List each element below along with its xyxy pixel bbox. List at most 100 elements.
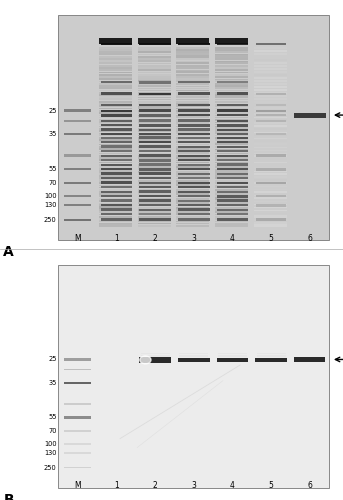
Bar bbox=[178, 82, 210, 84]
Bar bbox=[176, 148, 209, 150]
Text: A: A bbox=[3, 245, 14, 259]
Bar bbox=[215, 134, 248, 136]
Bar bbox=[215, 67, 248, 69]
Bar bbox=[215, 155, 248, 156]
Bar bbox=[215, 168, 248, 170]
Bar bbox=[215, 114, 248, 116]
Bar bbox=[100, 104, 132, 106]
Bar bbox=[138, 150, 170, 152]
Bar bbox=[215, 144, 248, 146]
Text: 35: 35 bbox=[48, 380, 57, 386]
Text: 250: 250 bbox=[44, 464, 57, 470]
Bar bbox=[218, 352, 247, 354]
Bar bbox=[215, 166, 248, 168]
Bar bbox=[215, 104, 248, 105]
Bar bbox=[100, 92, 132, 95]
Bar bbox=[99, 193, 132, 195]
Bar bbox=[138, 211, 170, 213]
Bar bbox=[176, 123, 209, 125]
Bar bbox=[254, 122, 287, 124]
Bar bbox=[176, 204, 209, 206]
Bar bbox=[178, 182, 210, 184]
Bar bbox=[138, 72, 170, 74]
Bar bbox=[178, 204, 210, 206]
Bar bbox=[178, 195, 210, 198]
Bar bbox=[176, 224, 209, 226]
Bar bbox=[141, 356, 169, 358]
Bar bbox=[217, 204, 248, 206]
Bar bbox=[215, 216, 248, 218]
Bar bbox=[176, 104, 209, 105]
Bar bbox=[176, 206, 209, 208]
Bar bbox=[215, 90, 248, 92]
Bar bbox=[139, 146, 171, 148]
Bar bbox=[217, 208, 248, 211]
Text: 70: 70 bbox=[48, 428, 57, 434]
Bar bbox=[256, 92, 286, 94]
Bar bbox=[218, 358, 247, 360]
Bar bbox=[176, 172, 209, 175]
Bar bbox=[138, 198, 170, 200]
Bar bbox=[99, 186, 132, 188]
Bar bbox=[176, 88, 209, 89]
Bar bbox=[215, 170, 248, 172]
Bar bbox=[138, 126, 170, 128]
Bar bbox=[256, 104, 286, 106]
Bar bbox=[215, 164, 248, 166]
Text: 250: 250 bbox=[44, 217, 57, 223]
Bar bbox=[254, 198, 287, 200]
Bar bbox=[99, 189, 132, 190]
Bar bbox=[99, 83, 132, 84]
Bar bbox=[215, 222, 248, 224]
Bar bbox=[138, 144, 170, 146]
Bar bbox=[178, 92, 210, 95]
Bar bbox=[178, 200, 210, 202]
Bar bbox=[64, 430, 91, 432]
Bar bbox=[139, 124, 171, 126]
Bar bbox=[100, 164, 132, 166]
Bar bbox=[138, 78, 170, 80]
Bar bbox=[215, 224, 248, 226]
Bar bbox=[178, 172, 210, 174]
Bar bbox=[139, 204, 171, 206]
Bar bbox=[257, 356, 286, 358]
Bar bbox=[254, 68, 287, 70]
Bar bbox=[215, 200, 248, 202]
Bar bbox=[99, 126, 132, 128]
Bar bbox=[254, 195, 287, 196]
Bar bbox=[139, 141, 171, 143]
Bar bbox=[100, 208, 132, 211]
Bar bbox=[176, 218, 209, 220]
Bar bbox=[215, 128, 248, 130]
Bar bbox=[217, 164, 248, 166]
Bar bbox=[99, 173, 132, 175]
Bar bbox=[179, 356, 208, 358]
Bar bbox=[138, 118, 170, 120]
Text: 70: 70 bbox=[48, 180, 57, 186]
Bar bbox=[138, 191, 170, 193]
Bar bbox=[138, 180, 170, 182]
Bar bbox=[99, 88, 132, 89]
Bar bbox=[178, 128, 210, 131]
Bar bbox=[254, 210, 287, 212]
Bar bbox=[138, 157, 170, 159]
Bar bbox=[215, 182, 248, 184]
Bar bbox=[100, 120, 132, 122]
Bar bbox=[138, 51, 170, 53]
Bar bbox=[176, 171, 209, 172]
Bar bbox=[176, 160, 209, 161]
Bar bbox=[176, 49, 209, 51]
Bar bbox=[215, 180, 248, 182]
Bar bbox=[99, 78, 132, 80]
Bar bbox=[176, 78, 209, 80]
Bar bbox=[99, 47, 132, 48]
Bar bbox=[217, 213, 248, 216]
Bar bbox=[176, 94, 209, 96]
Bar bbox=[138, 184, 170, 186]
Bar bbox=[256, 154, 286, 157]
Bar bbox=[138, 60, 170, 62]
Bar bbox=[138, 58, 170, 60]
Bar bbox=[176, 52, 209, 53]
Bar bbox=[64, 403, 91, 405]
Text: 4: 4 bbox=[230, 481, 235, 490]
